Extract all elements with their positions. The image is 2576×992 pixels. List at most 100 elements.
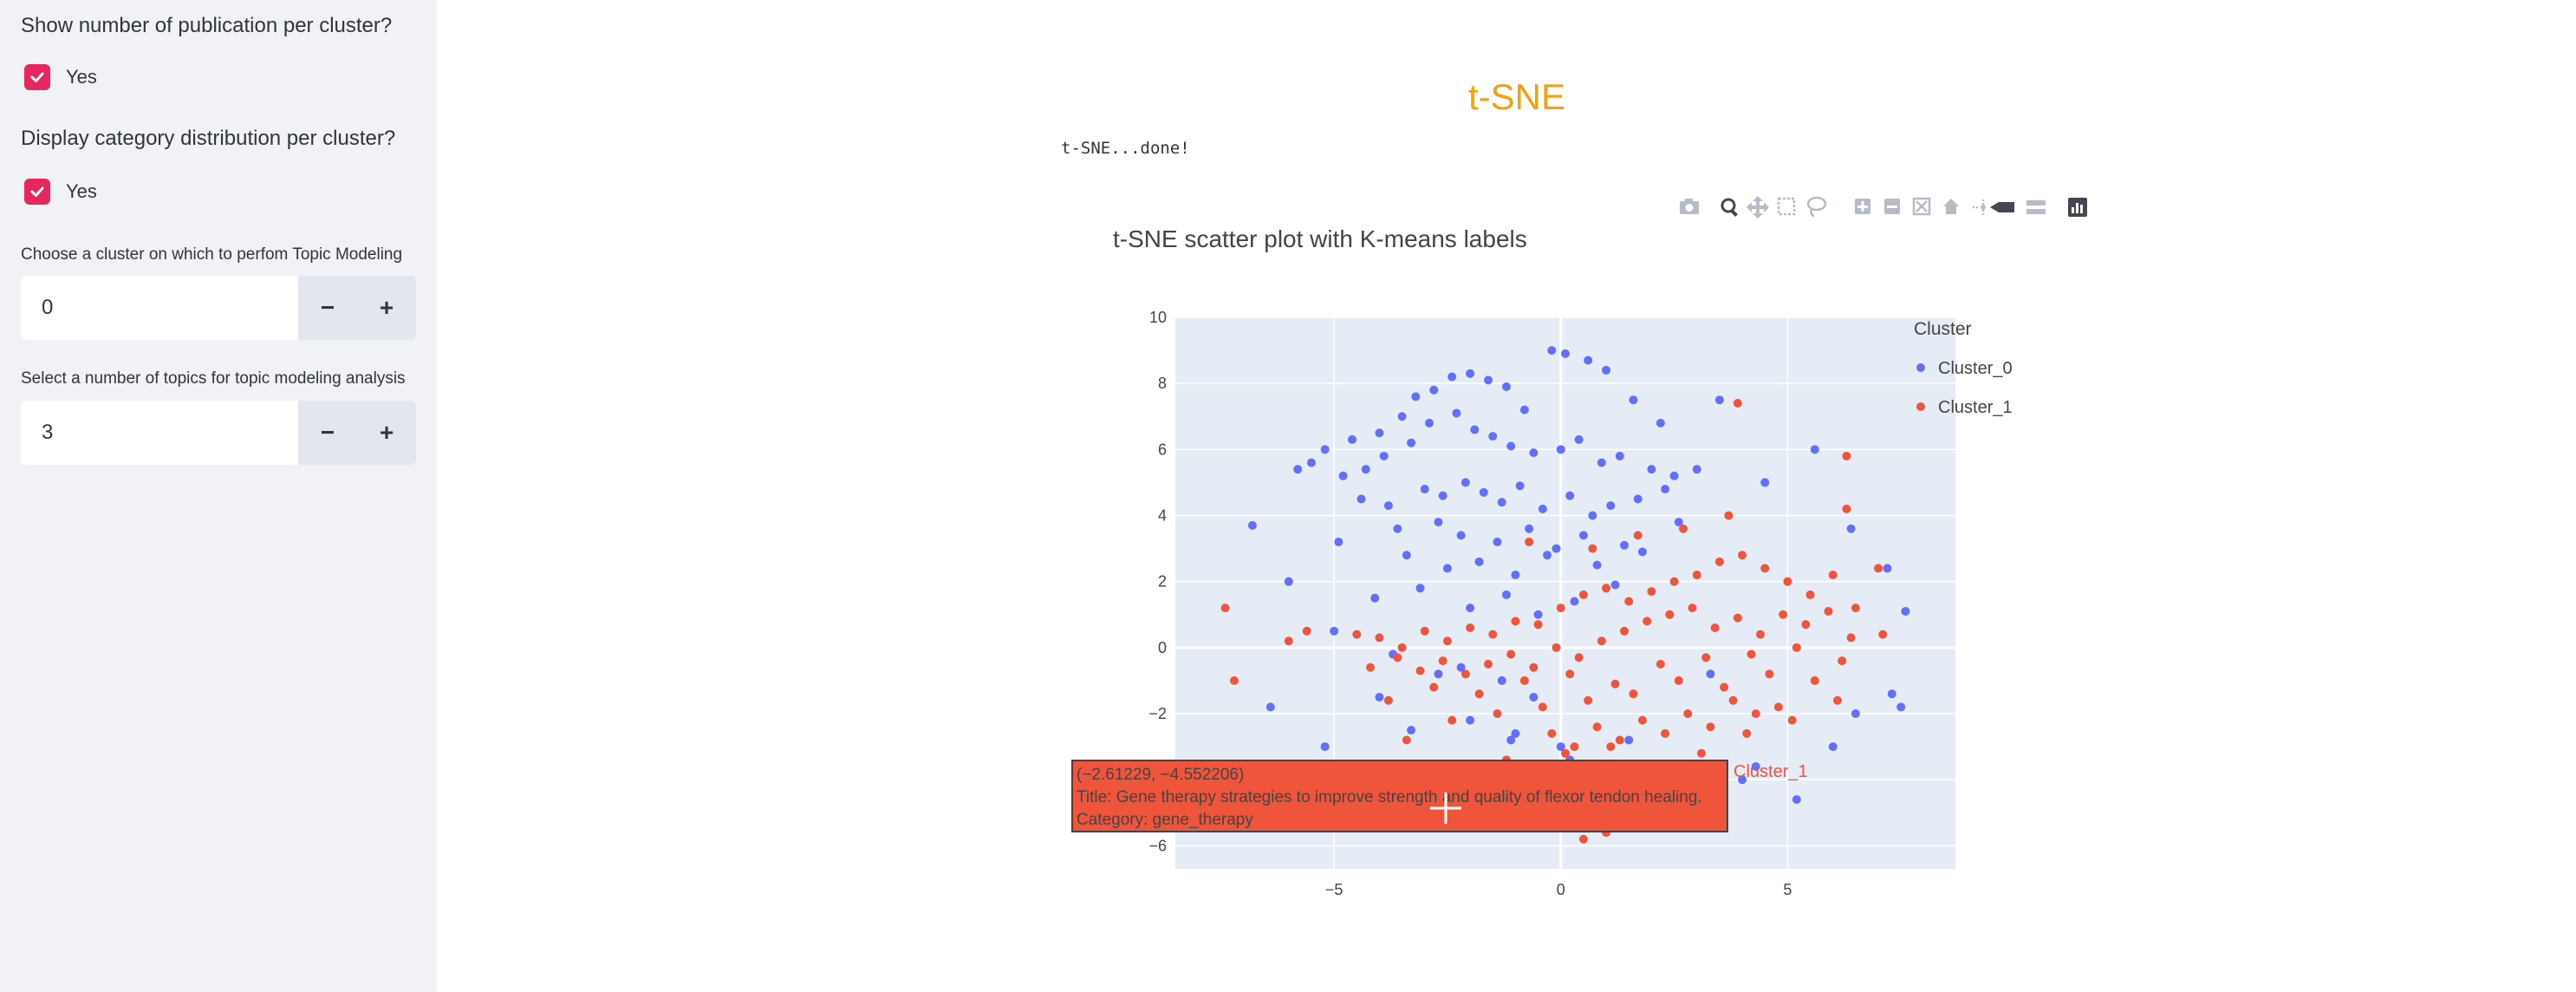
hover-tooltip: (−2.61229, −4.552206) Title: Gene therap… — [1071, 760, 1728, 832]
series-cluster-0 — [1247, 346, 1910, 818]
hover-category: Category: gene_therapy — [1077, 811, 1253, 829]
x-tick-label: 0 — [1557, 881, 1565, 898]
data-point — [1466, 604, 1475, 613]
data-point — [1379, 451, 1389, 460]
cluster-input[interactable]: 0 — [21, 276, 298, 340]
data-point — [1420, 626, 1429, 636]
data-point — [1488, 630, 1498, 639]
hover-compare-icon[interactable] — [2026, 200, 2046, 214]
data-point — [1846, 524, 1856, 533]
data-point — [1306, 458, 1316, 467]
plotly-logo-icon[interactable] — [2068, 198, 2087, 217]
data-point — [1247, 520, 1257, 530]
data-point — [1356, 494, 1366, 504]
topics-decrement-button[interactable]: − — [298, 401, 357, 465]
data-point — [1592, 722, 1602, 732]
data-point — [1361, 465, 1370, 474]
data-point — [1456, 531, 1466, 540]
data-point — [1842, 504, 1851, 513]
data-point — [1320, 445, 1330, 454]
data-point — [1724, 511, 1734, 520]
data-point — [1620, 540, 1630, 550]
zoom-out-icon[interactable] — [1884, 199, 1900, 214]
data-point — [1456, 662, 1466, 672]
data-point — [1474, 557, 1484, 566]
data-point — [1411, 392, 1421, 401]
hover-cluster-label: Cluster_1 — [1734, 762, 1808, 781]
topics-input[interactable]: 3 — [21, 401, 298, 465]
data-point — [1375, 428, 1384, 438]
data-point — [1533, 620, 1543, 630]
legend-label: Cluster_0 — [1938, 359, 2013, 378]
data-point — [1556, 742, 1565, 752]
data-point — [1624, 597, 1634, 606]
hover-closest-icon[interactable] — [1990, 202, 2014, 212]
data-point — [1588, 511, 1597, 520]
data-point — [1442, 564, 1452, 573]
data-point — [1738, 551, 1747, 560]
data-point — [1637, 547, 1647, 557]
data-point — [1466, 623, 1475, 632]
data-point — [1447, 715, 1457, 725]
hover-title: Title: Gene therapy strategies to improv… — [1077, 788, 1702, 806]
modebar — [1680, 196, 2087, 219]
lasso-icon[interactable] — [1806, 196, 1827, 218]
category-checkbox[interactable] — [24, 179, 50, 205]
data-point — [1383, 695, 1393, 705]
data-point — [1779, 610, 1788, 619]
data-point — [1584, 695, 1593, 705]
topics-increment-button[interactable]: + — [357, 401, 416, 465]
data-point — [1470, 425, 1480, 434]
data-point — [1738, 775, 1747, 785]
data-point — [1756, 630, 1765, 639]
spike-lines-icon[interactable] — [1973, 199, 1986, 217]
pan-icon[interactable] — [1747, 196, 1769, 219]
data-point — [1765, 669, 1774, 679]
y-tick-labels: −6 −2 0 2 4 6 8 10 — [1148, 309, 1167, 854]
data-point — [1511, 728, 1520, 738]
data-point — [1493, 709, 1502, 719]
data-point — [1415, 666, 1425, 675]
data-point — [1420, 485, 1429, 494]
data-point — [1529, 662, 1538, 672]
data-point — [1606, 501, 1616, 511]
data-point — [1366, 662, 1375, 672]
data-point — [1402, 735, 1411, 745]
autoscale-icon[interactable] — [1912, 197, 1931, 216]
data-point — [1824, 606, 1833, 616]
publications-question: Show number of publication per cluster? — [21, 14, 393, 37]
data-point — [1375, 633, 1384, 643]
data-point — [1606, 742, 1616, 752]
data-point — [1407, 438, 1416, 447]
data-point — [1375, 692, 1384, 702]
data-point — [1293, 465, 1303, 474]
zoom-in-icon[interactable] — [1855, 199, 1870, 214]
status-text: t-SNE...done! — [1061, 139, 1190, 158]
data-point — [1547, 346, 1557, 356]
y-tick-label: −6 — [1148, 837, 1167, 854]
data-point — [1429, 385, 1439, 395]
data-point — [1551, 643, 1561, 652]
cluster-decrement-button[interactable]: − — [298, 276, 357, 340]
data-point — [1533, 610, 1543, 619]
box-select-icon[interactable] — [1777, 197, 1796, 216]
camera-icon[interactable] — [1680, 199, 1699, 214]
data-point — [1643, 617, 1652, 626]
publications-checkbox[interactable] — [24, 64, 50, 90]
zoom-icon[interactable] — [1721, 198, 1738, 217]
data-point — [1460, 478, 1470, 487]
data-point — [1442, 636, 1452, 646]
data-point — [1801, 620, 1811, 630]
data-point — [1832, 695, 1842, 705]
category-checkbox-row[interactable]: Yes — [24, 179, 97, 205]
data-point — [1425, 418, 1434, 427]
data-point — [1629, 395, 1638, 405]
data-point — [1846, 633, 1856, 643]
publications-checkbox-row[interactable]: Yes — [24, 64, 97, 90]
data-point — [1669, 577, 1679, 586]
data-point — [1434, 518, 1443, 527]
data-point — [1230, 675, 1239, 685]
reset-axes-icon[interactable] — [1943, 199, 1959, 214]
data-point — [1383, 501, 1393, 511]
cluster-increment-button[interactable]: + — [357, 276, 416, 340]
